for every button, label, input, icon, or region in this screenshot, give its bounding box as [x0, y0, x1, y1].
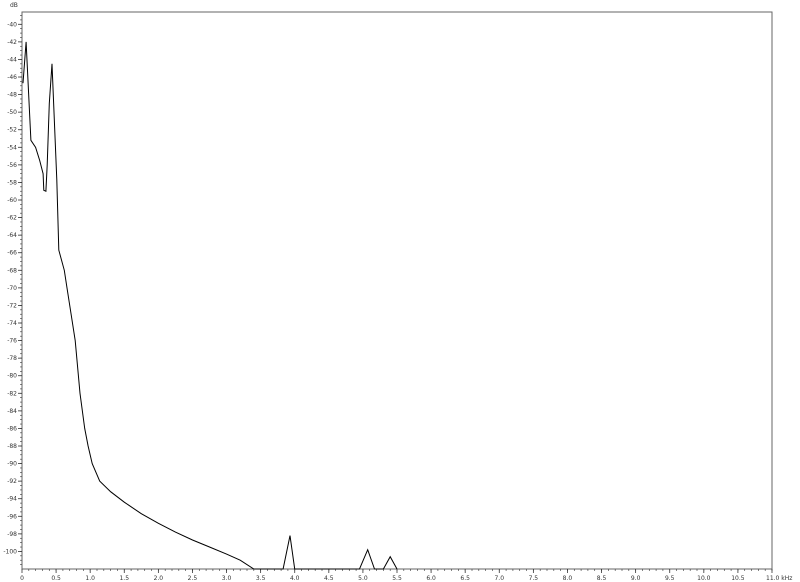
- x-tick-label: 2.0: [154, 575, 164, 582]
- x-tick-label: 11.0 kHz: [766, 575, 792, 582]
- y-tick-label: -70: [7, 285, 17, 292]
- y-tick-label: -58: [7, 179, 17, 186]
- y-tick-label: -72: [7, 302, 17, 309]
- x-tick-label: 3.5: [256, 575, 266, 582]
- y-tick-label: -98: [7, 531, 17, 538]
- x-tick-label: 0: [20, 575, 24, 582]
- y-tick-label: -64: [7, 232, 17, 239]
- y-tick-label: -60: [7, 197, 17, 204]
- y-tick-label: -76: [7, 338, 17, 345]
- y-tick-label: -82: [7, 390, 17, 397]
- x-tick-label: 4.0: [290, 575, 300, 582]
- x-tick-label: 6.0: [426, 575, 436, 582]
- y-tick-label: -40: [7, 21, 17, 28]
- y-tick-label: -96: [7, 513, 17, 520]
- y-tick-label: -56: [7, 162, 17, 169]
- x-tick-label: 9.0: [631, 575, 641, 582]
- y-tick-label: -90: [7, 461, 17, 468]
- y-tick-label: -66: [7, 250, 17, 257]
- x-tick-label: 5.5: [392, 575, 402, 582]
- x-tick-label: 1.5: [119, 575, 129, 582]
- x-tick-label: 5.0: [358, 575, 368, 582]
- x-tick-label: 7.0: [494, 575, 504, 582]
- x-tick-label: 2.5: [188, 575, 198, 582]
- x-tick-label: 3.0: [222, 575, 232, 582]
- x-tick-label: 0.5: [51, 575, 61, 582]
- y-tick-label: -68: [7, 267, 17, 274]
- y-tick-label: -78: [7, 355, 17, 362]
- y-tick-label: -48: [7, 92, 17, 99]
- x-tick-label: 6.5: [460, 575, 470, 582]
- y-tick-label: -50: [7, 109, 17, 116]
- y-tick-label: -62: [7, 215, 17, 222]
- y-tick-label: -80: [7, 373, 17, 380]
- y-tick-label: -44: [7, 56, 17, 63]
- y-tick-label: -54: [7, 144, 17, 151]
- y-tick-label: -46: [7, 74, 17, 81]
- y-tick-label: -88: [7, 443, 17, 450]
- y-tick-label: -84: [7, 408, 17, 415]
- y-unit-label: dB: [10, 2, 18, 9]
- y-tick-label: -92: [7, 478, 17, 485]
- y-tick-label: -42: [7, 39, 17, 46]
- y-tick-label: -100: [3, 548, 17, 555]
- x-tick-label: 10.5: [731, 575, 745, 582]
- y-tick-label: -52: [7, 127, 17, 134]
- y-tick-label: -74: [7, 320, 17, 327]
- x-tick-label: 4.5: [324, 575, 334, 582]
- y-tick-label: -86: [7, 425, 17, 432]
- x-tick-label: 10.0: [697, 575, 711, 582]
- y-tick-label: -94: [7, 496, 17, 503]
- x-tick-label: 8.0: [563, 575, 573, 582]
- series-line: [22, 41, 398, 570]
- x-tick-label: 8.5: [597, 575, 607, 582]
- x-tick-label: 9.5: [665, 575, 675, 582]
- x-tick-label: 7.5: [529, 575, 539, 582]
- plot-frame: [21, 11, 773, 570]
- x-tick-label: 1.0: [85, 575, 95, 582]
